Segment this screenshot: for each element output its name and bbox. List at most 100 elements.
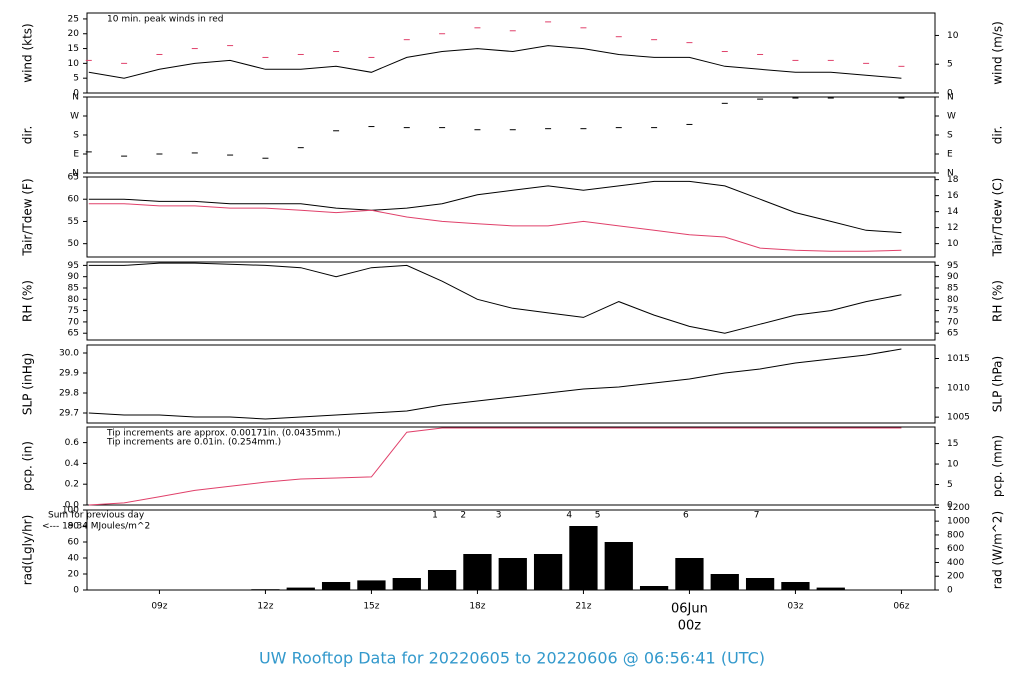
x-tick-label: 03z xyxy=(787,602,803,612)
y2-axis-label: pcp. (mm) xyxy=(991,435,1005,497)
y2-tick-label: N xyxy=(947,169,954,179)
y2-tick-label: 95 xyxy=(947,261,958,271)
y-tick-label: 0.0 xyxy=(65,501,80,511)
y-tick-label: 29.7 xyxy=(59,409,79,419)
y2-tick-label: 1000 xyxy=(947,517,970,527)
x-tick-label: 12z xyxy=(257,602,273,612)
annotation: <--- 19.34 MJoules/m^2 xyxy=(42,522,150,532)
y2-tick-label: 400 xyxy=(947,558,964,568)
y-tick-label: 85 xyxy=(68,284,79,294)
y-tick-label: 80 xyxy=(68,295,80,305)
y2-tick-label: 65 xyxy=(947,329,958,339)
panel-frame xyxy=(86,261,936,341)
y-tick-label: 20 xyxy=(68,570,80,580)
y-tick-label: N xyxy=(72,169,79,179)
y2-tick-label: 80 xyxy=(947,295,959,305)
marker-label: 7 xyxy=(754,511,760,521)
y2-tick-label: 1005 xyxy=(947,413,970,423)
y-tick-label: 15 xyxy=(68,44,79,54)
y2-tick-label: 14 xyxy=(947,207,959,217)
y2-tick-label: N xyxy=(947,93,954,103)
y-tick-label: 29.9 xyxy=(59,369,79,379)
y-tick-label: 55 xyxy=(68,217,79,227)
x-tick-label: 06z xyxy=(893,602,909,612)
y2-tick-label: 18 xyxy=(947,175,959,185)
marker-label: 2 xyxy=(460,511,466,521)
y-tick-label: 100 xyxy=(62,506,79,516)
y2-tick-label: 70 xyxy=(947,317,959,327)
y2-tick-label: 12 xyxy=(947,223,958,233)
y-tick-label: 40 xyxy=(68,554,80,564)
panel-frame xyxy=(86,176,936,258)
y-tick-label: 0 xyxy=(73,586,79,596)
y2-tick-label: 5 xyxy=(947,480,953,490)
y2-tick-label: 1200 xyxy=(947,503,970,513)
y-tick-label: 90 xyxy=(68,272,80,282)
y2-tick-label: 10 xyxy=(947,460,959,470)
y-tick-label: 0.2 xyxy=(65,480,79,490)
bar xyxy=(781,582,810,590)
bar xyxy=(816,587,845,590)
y-tick-label: 65 xyxy=(68,173,79,183)
bar xyxy=(639,586,669,590)
y2-axis-label: dir. xyxy=(991,126,1005,145)
y2-tick-label: 5 xyxy=(947,60,953,70)
y-tick-label: 29.8 xyxy=(59,389,79,399)
y-tick-label: E xyxy=(73,150,79,160)
bar xyxy=(745,578,775,590)
bar xyxy=(392,578,421,590)
line xyxy=(88,45,902,79)
y2-axis-label: wind (m/s) xyxy=(991,21,1005,85)
marker-label: 4 xyxy=(566,511,572,521)
y-axis-label: wind (kts) xyxy=(21,23,35,82)
bar xyxy=(569,526,598,590)
y2-tick-label: 75 xyxy=(947,306,958,316)
y2-tick-label: 85 xyxy=(947,284,958,294)
y-axis-label: RH (%) xyxy=(21,280,35,322)
bar xyxy=(710,574,739,590)
y-tick-label: 50 xyxy=(68,239,80,249)
annotation: Sum for previous day xyxy=(48,511,145,521)
y2-tick-label: W xyxy=(947,112,956,122)
y2-tick-label: 0 xyxy=(947,501,953,511)
line xyxy=(88,348,902,420)
y-tick-label: 20 xyxy=(68,29,80,39)
y2-tick-label: 0 xyxy=(947,586,953,596)
y-tick-label: S xyxy=(73,131,79,141)
y-tick-label: 75 xyxy=(68,306,79,316)
x-tick-label: 21z xyxy=(575,602,591,612)
bar xyxy=(357,580,386,590)
bar xyxy=(675,558,704,590)
panel-frame xyxy=(86,96,936,174)
line xyxy=(88,262,902,334)
y-tick-label: 0.6 xyxy=(65,438,80,448)
x-tick-label: 15z xyxy=(363,602,379,612)
bar xyxy=(533,554,563,590)
y2-axis-label: SLP (hPa) xyxy=(991,356,1005,412)
y-axis-label: rad(Lgly/hr) xyxy=(21,515,35,586)
x-tick-label: 00z xyxy=(678,619,702,634)
y2-tick-label: 200 xyxy=(947,572,964,582)
panel-frame xyxy=(86,344,936,424)
y2-tick-label: 10 xyxy=(947,31,959,41)
y-tick-label: 0.4 xyxy=(65,459,80,469)
annotation: Tip increments are approx. 0.00171in. (0… xyxy=(106,429,341,439)
bar xyxy=(321,582,351,590)
chart-title: UW Rooftop Data for 20220605 to 20220606… xyxy=(259,649,765,668)
y2-tick-label: 16 xyxy=(947,191,959,201)
y-tick-label: 25 xyxy=(68,14,79,24)
y-tick-label: 70 xyxy=(68,317,80,327)
y2-tick-label: E xyxy=(947,150,953,160)
marker-label: 3 xyxy=(496,511,502,521)
marker-label: 1 xyxy=(432,511,438,521)
y-tick-label: 95 xyxy=(68,261,79,271)
annotation: Tip increments are 0.01in. (0.254mm.) xyxy=(106,438,281,448)
y2-tick-label: 1010 xyxy=(947,383,970,393)
y-tick-label: 30.0 xyxy=(59,349,79,359)
y2-axis-label: RH (%) xyxy=(991,280,1005,322)
y-axis-label: dir. xyxy=(21,126,35,145)
x-tick-label: 18z xyxy=(469,602,485,612)
x-date-label: 06Jun xyxy=(671,602,708,617)
y-tick-label: 60 xyxy=(68,538,80,548)
